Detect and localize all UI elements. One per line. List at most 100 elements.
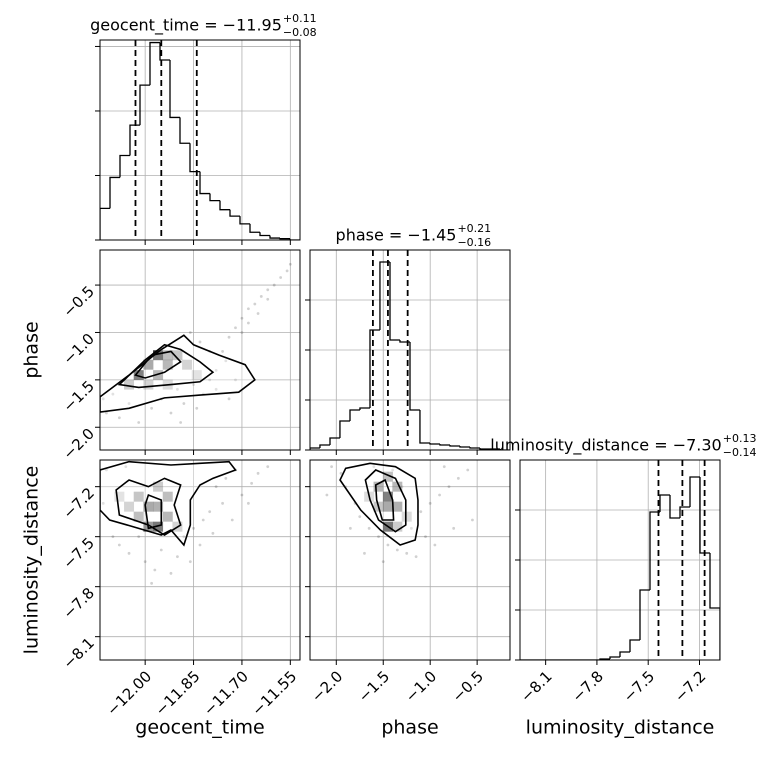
sample-point	[266, 297, 270, 301]
sample-point	[266, 288, 270, 292]
sample-point	[266, 465, 270, 469]
histogram-step	[189, 143, 200, 173]
x-tick-label: −11.85	[152, 667, 204, 719]
x-tick-label: −11.70	[200, 667, 252, 719]
sample-point	[111, 392, 115, 396]
histogram-step	[239, 216, 250, 225]
sample-point	[111, 535, 115, 539]
histogram-step	[179, 117, 190, 144]
sample-point	[137, 535, 141, 539]
sample-point	[367, 526, 371, 530]
histogram-step	[339, 420, 350, 438]
density-cell	[124, 501, 135, 512]
x-tick-label: −11.55	[248, 667, 300, 719]
sample-point	[405, 551, 409, 555]
sample-point	[419, 510, 423, 514]
sample-point	[176, 387, 179, 391]
histogram-step	[499, 449, 510, 450]
sample-point	[433, 543, 437, 547]
density-cell	[382, 501, 393, 512]
histogram-step	[209, 193, 220, 202]
sample-point	[246, 501, 250, 505]
sample-point	[101, 501, 105, 505]
title-lower: −0.08	[283, 26, 317, 39]
density-cell	[191, 370, 202, 381]
density-cell	[162, 511, 173, 522]
histogram-step	[409, 342, 420, 411]
histogram-step	[310, 447, 320, 450]
histogram-step	[219, 200, 230, 211]
histogram-step	[399, 340, 410, 343]
sample-point	[466, 468, 470, 472]
density-cell	[162, 359, 173, 370]
y-tick-label: −2.0	[60, 425, 98, 463]
contour	[117, 343, 215, 389]
y-tick-label: −7.2	[60, 484, 98, 522]
histogram-step	[259, 232, 270, 237]
x-tick-label: −8.1	[517, 667, 555, 705]
histogram-step	[459, 446, 470, 448]
histogram-step	[379, 261, 390, 330]
histogram-step	[639, 589, 650, 640]
x-tick-label: −1.0	[402, 667, 440, 705]
sample-point	[424, 535, 427, 539]
x-tick-label: −2.0	[308, 667, 346, 705]
panel-frame	[309, 249, 511, 451]
sample-point	[414, 555, 418, 559]
density-cell	[392, 501, 403, 512]
sample-point	[471, 518, 474, 522]
x-axis-label: luminosity_distance	[526, 717, 715, 739]
sample-point	[456, 476, 460, 480]
x-axis-label: geocent_time	[135, 717, 264, 739]
panel: geocent_time = −11.95 +0.11−0.08	[90, 12, 317, 245]
sample-point	[127, 402, 131, 405]
histogram-step	[100, 207, 110, 240]
density-cell	[162, 491, 173, 502]
sample-point	[447, 485, 451, 489]
panel-frame	[99, 39, 301, 241]
sample-point	[201, 518, 205, 522]
histogram-step	[359, 407, 370, 410]
density-cell	[143, 359, 154, 370]
contour	[134, 350, 182, 379]
sample-point	[153, 568, 157, 572]
histogram-step	[119, 154, 130, 178]
density-cell	[143, 501, 154, 512]
density-cell	[392, 481, 403, 492]
y-tick-label: −1.0	[60, 330, 98, 368]
histogram-step	[109, 176, 120, 209]
sample-point	[150, 406, 154, 410]
sample-point	[224, 476, 228, 480]
density-cell	[392, 521, 403, 532]
sample-point	[250, 481, 254, 485]
sample-point	[159, 548, 163, 552]
density-cell	[153, 350, 164, 361]
sample-point	[169, 411, 173, 415]
sample-point	[143, 560, 147, 564]
sample-point	[117, 416, 121, 420]
density-cell	[153, 501, 164, 512]
density-cell	[133, 370, 144, 381]
sample-point	[182, 535, 186, 539]
histogram-step	[249, 223, 260, 233]
histogram-step	[169, 60, 180, 119]
sample-point	[176, 555, 179, 559]
x-tick-label: −0.5	[449, 667, 487, 705]
panel: −0.5 −1.0 −1.5 −2.0 phase	[21, 249, 301, 463]
panel-title: luminosity_distance = −7.30	[490, 436, 721, 456]
sample-point	[240, 316, 244, 320]
x-tick-label: −12.00	[103, 667, 155, 719]
sample-point	[234, 378, 237, 382]
histogram-step	[649, 511, 660, 590]
histogram-step	[269, 235, 280, 239]
histogram-step	[289, 238, 300, 240]
sample-point	[117, 543, 121, 547]
sample-point	[211, 531, 215, 535]
sample-point	[438, 493, 441, 497]
sample-point	[386, 543, 390, 547]
contour	[100, 334, 256, 413]
panel-frame	[99, 249, 301, 451]
histogram-step	[699, 477, 710, 554]
sample-point	[208, 378, 212, 382]
